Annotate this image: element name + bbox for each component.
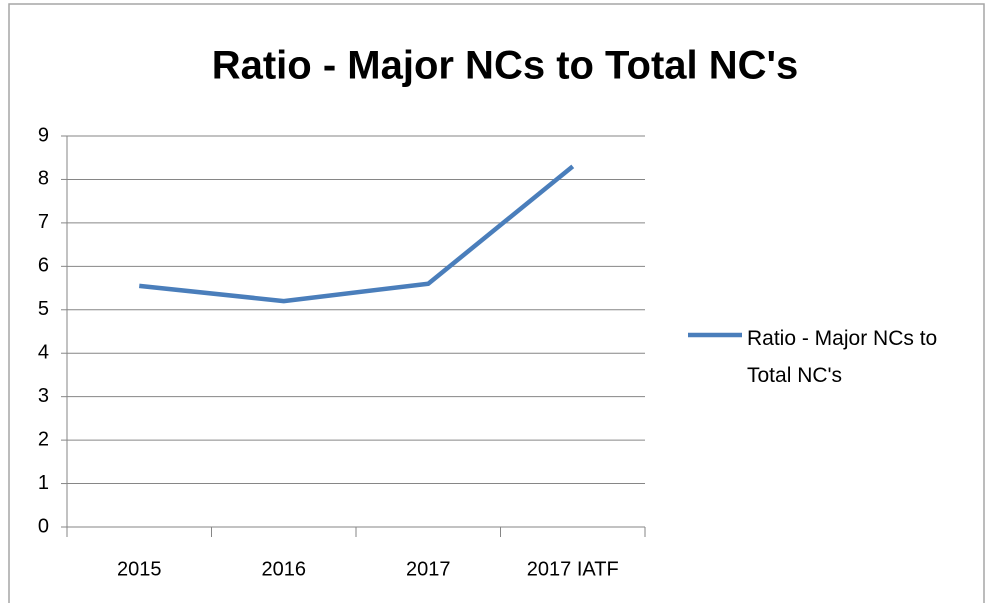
series-line <box>139 164 575 304</box>
x-tick-label: 2016 <box>262 558 307 580</box>
y-tick-label: 3 <box>38 385 49 407</box>
y-tick-label: 5 <box>38 298 49 320</box>
y-tick-label: 2 <box>38 428 49 450</box>
y-tick-label: 8 <box>38 168 49 190</box>
x-tick-label: 2017 <box>406 558 451 580</box>
x-tick-label: 2015 <box>117 558 162 580</box>
y-tick-label: 4 <box>38 342 49 364</box>
y-tick-label: 6 <box>38 255 49 277</box>
y-tick-label: 0 <box>38 515 49 537</box>
legend-label: Ratio - Major NCs to Total NC's <box>747 327 938 387</box>
y-tick-label: 9 <box>38 124 49 146</box>
chart-frame <box>8 3 985 603</box>
x-tick-label: 2017 IATF <box>527 558 619 580</box>
chart-title: Ratio - Major NCs to Total NC's <box>212 44 799 88</box>
y-tick-label: 7 <box>38 211 49 233</box>
y-tick-label: 1 <box>38 472 49 494</box>
